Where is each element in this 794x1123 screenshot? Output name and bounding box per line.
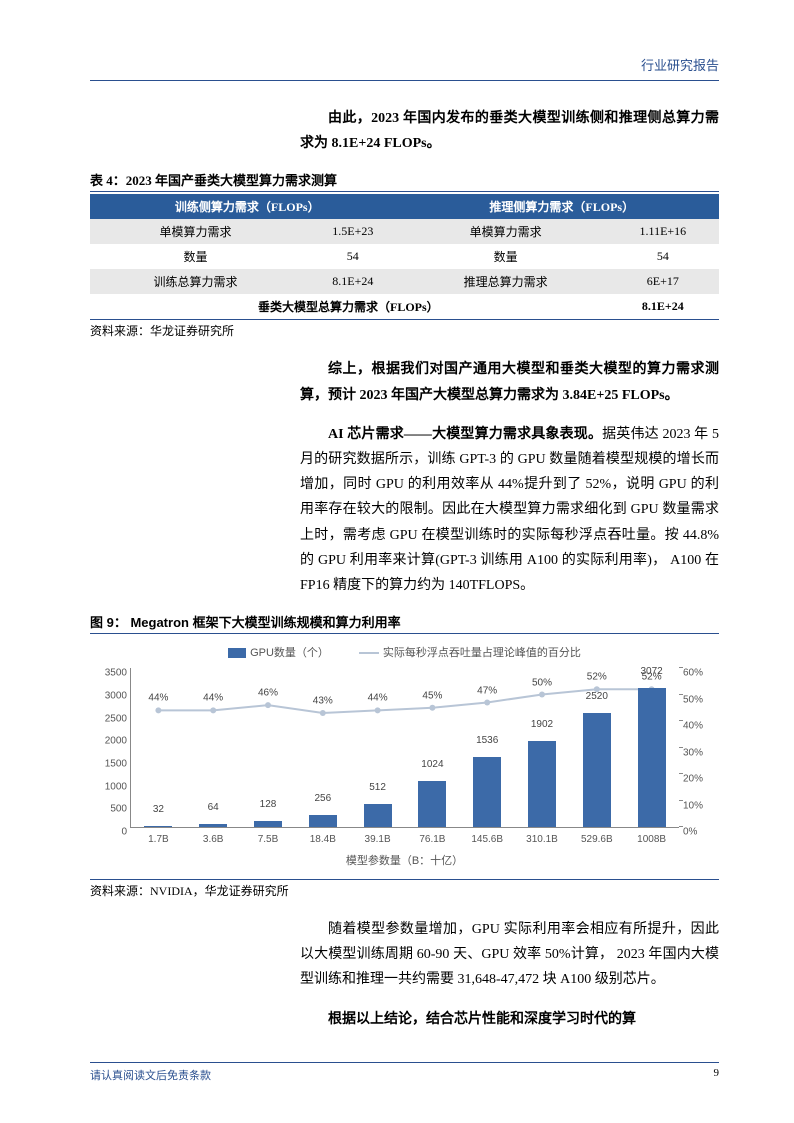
report-header: 行业研究报告 <box>90 55 719 81</box>
paragraph-2: 综上，根据我们对国产通用大模型和垂类大模型的算力需求测算，预计 2023 年国产… <box>300 357 719 407</box>
page-footer: 请认真阅读文后免责条款 9 <box>90 1062 719 1083</box>
legend-bar-swatch <box>228 648 246 658</box>
footer-note: 请认真阅读文后免责条款 <box>90 1067 211 1083</box>
header-title: 行业研究报告 <box>641 58 719 73</box>
th-infer: 推理侧算力需求（FLOPs） <box>404 194 719 219</box>
page-number: 9 <box>714 1067 720 1083</box>
x-axis-title: 模型参数量（B：十亿） <box>90 852 719 868</box>
bar <box>144 826 172 827</box>
compute-demand-table: 训练侧算力需求（FLOPs） 推理侧算力需求（FLOPs） 单模算力需求 1.5… <box>90 194 719 319</box>
bar <box>309 815 337 827</box>
bar <box>254 821 282 827</box>
bar <box>638 688 666 828</box>
paragraph-1: 由此，2023 年国内发布的垂类大模型训练侧和推理侧总算力需求为 8.1E+24… <box>300 106 719 156</box>
chart-plot-area: 05001000150020002500300035000%10%20%30%4… <box>130 668 679 828</box>
chart-source: 资料来源：NVIDIA，华龙证券研究所 <box>90 879 719 899</box>
table-source: 资料来源：华龙证券研究所 <box>90 319 719 339</box>
paragraph-5: 根据以上结论，结合芯片性能和深度学习时代的算 <box>300 1007 719 1032</box>
bar <box>418 781 446 828</box>
megatron-chart: GPU数量（个） 实际每秒浮点吞吐量占理论峰值的百分比 050010001500… <box>90 640 719 875</box>
bar <box>199 824 227 827</box>
chart-title: 图 9： Megatron 框架下大模型训练规模和算力利用率 <box>90 612 719 634</box>
bar <box>473 757 501 827</box>
paragraph-4: 随着模型参数量增加，GPU 实际利用率会相应有所提升，因此以大模型训练周期 60… <box>300 917 719 993</box>
table-title: 表 4：2023 年国产垂类大模型算力需求测算 <box>90 170 719 192</box>
chart-legend: GPU数量（个） 实际每秒浮点吞吐量占理论峰值的百分比 <box>90 640 719 668</box>
bar <box>364 804 392 827</box>
bar <box>583 713 611 827</box>
bar <box>528 741 556 827</box>
legend-line-swatch <box>359 652 379 654</box>
th-train: 训练侧算力需求（FLOPs） <box>90 194 404 219</box>
paragraph-3: AI 芯片需求——大模型算力需求具象表现。据英伟达 2023 年 5 月的研究数… <box>300 422 719 598</box>
